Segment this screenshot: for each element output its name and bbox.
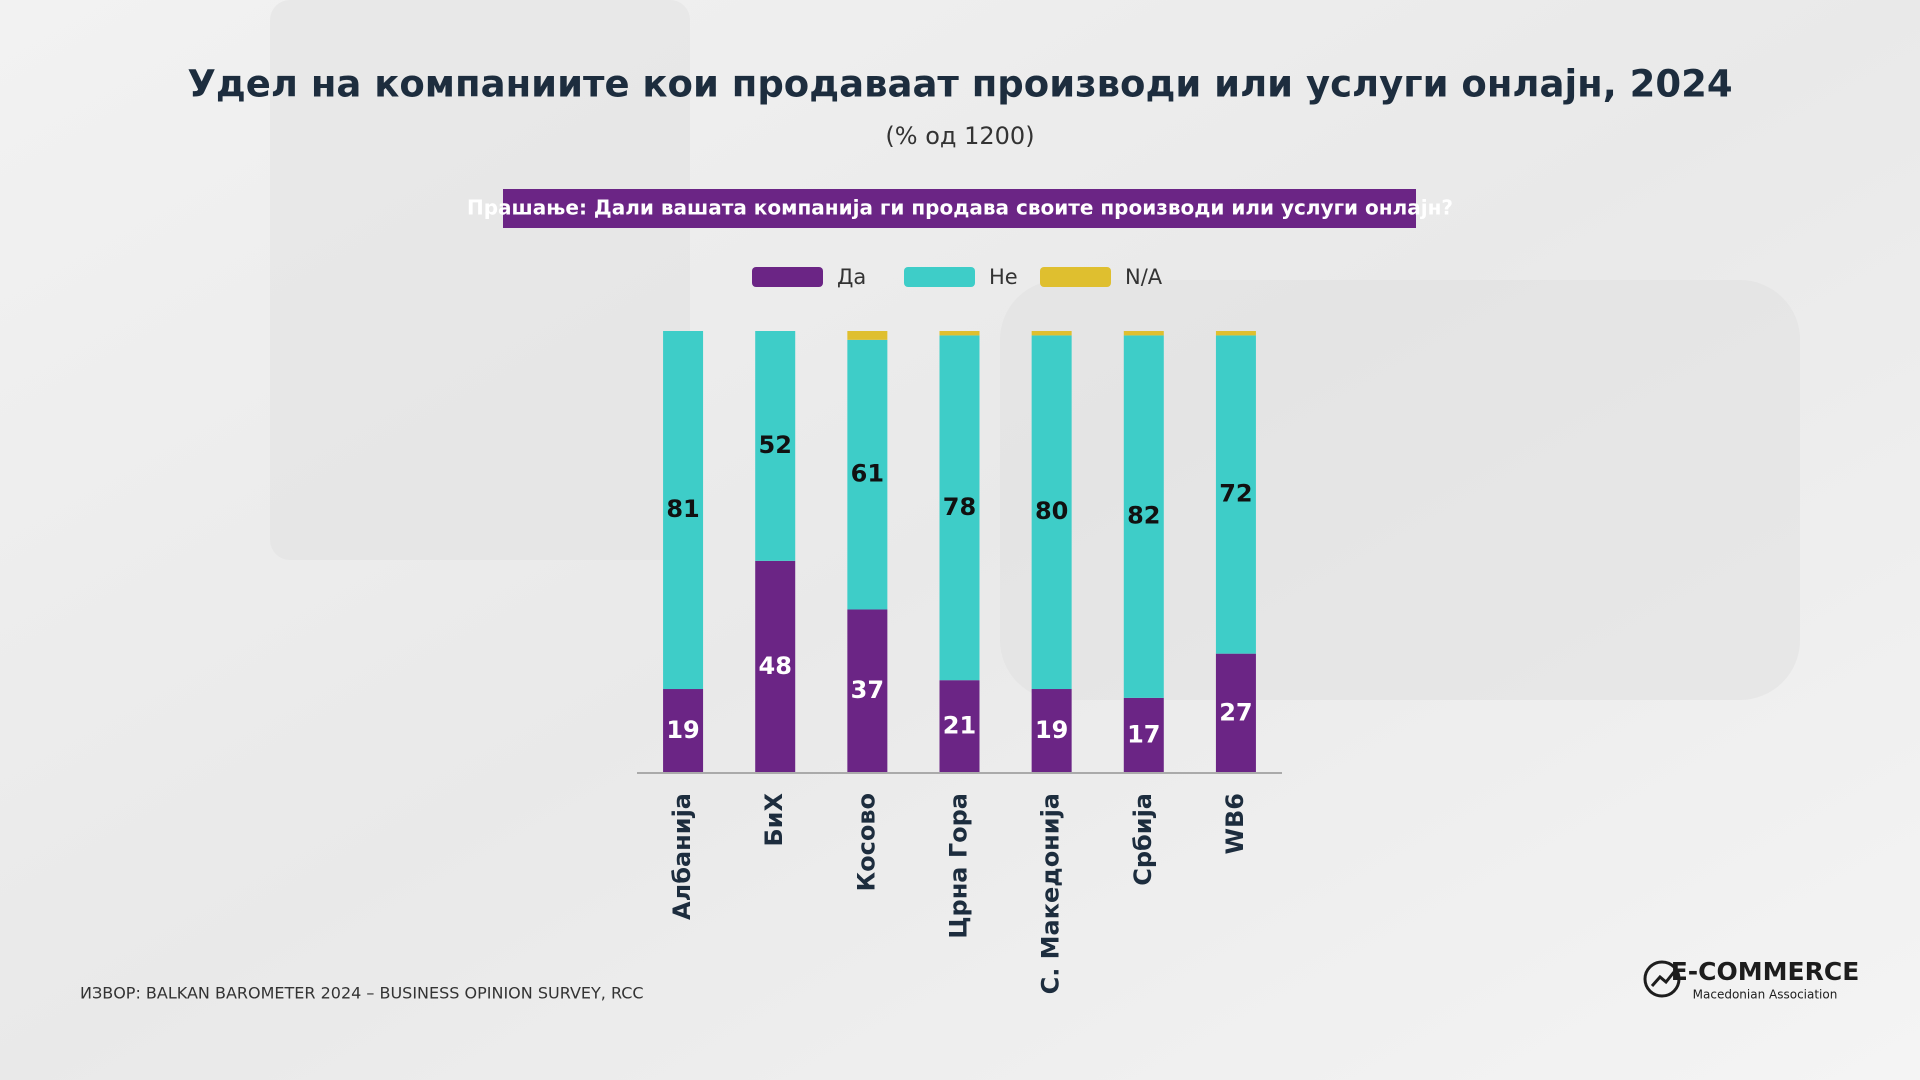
logo-icon — [1643, 960, 1681, 998]
legend-swatch — [752, 267, 823, 287]
legend-label: Не — [989, 265, 1018, 289]
bar-segment — [1215, 335, 1256, 654]
bar-segment — [755, 331, 796, 561]
background-shape — [1000, 280, 1800, 700]
bar-segment — [847, 331, 888, 340]
x-tick-label: С. Македонија — [1037, 793, 1065, 994]
logo-title: E-COMMERCE — [1671, 957, 1860, 986]
x-tick-label: Косово — [852, 793, 880, 892]
bar-segment — [1031, 335, 1072, 690]
x-tick-label: Црна Гора — [945, 793, 973, 939]
bar-segment — [1123, 697, 1164, 773]
data-label: 52 — [759, 431, 792, 459]
logo: E-COMMERCE Macedonian Association — [1643, 957, 1860, 1002]
bar-segment — [847, 339, 888, 610]
x-tick-label: Албанија — [668, 793, 696, 920]
data-label: 37 — [851, 676, 884, 704]
data-label: 81 — [666, 495, 699, 523]
data-label: 48 — [759, 652, 792, 680]
bar-segment — [1123, 331, 1164, 336]
bar-segment — [939, 331, 980, 336]
bar-segment — [1031, 689, 1072, 773]
background-shape — [270, 0, 690, 560]
x-tick-label: WB6 — [1221, 793, 1249, 854]
chart-title: Удел на компаниите кои продаваат произво… — [187, 63, 1732, 106]
bar-segment — [1215, 331, 1256, 336]
logo-icon — [1650, 971, 1676, 987]
x-tick-label: БиХ — [760, 793, 788, 847]
data-label: 17 — [1127, 720, 1160, 748]
logo-subtitle: Macedonian Association — [1693, 988, 1838, 1002]
data-label: 61 — [851, 460, 884, 488]
data-label: 19 — [666, 716, 699, 744]
bar-segment — [939, 680, 980, 773]
data-label: 21 — [943, 712, 976, 740]
data-label: 78 — [943, 493, 976, 521]
x-tick-label: Србија — [1129, 793, 1157, 886]
bar-segment — [663, 331, 704, 690]
bar-segment — [1031, 331, 1072, 336]
data-label: 27 — [1219, 698, 1252, 726]
legend-swatch — [904, 267, 975, 287]
legend-label: N/A — [1125, 265, 1163, 289]
data-label: 82 — [1127, 502, 1160, 530]
legend-label: Да — [837, 265, 866, 289]
data-label: 72 — [1219, 480, 1252, 508]
chart-subtitle: (% од 1200) — [885, 122, 1034, 150]
bar-segment — [663, 689, 704, 773]
bar-segment — [847, 609, 888, 773]
bar-segment — [1215, 653, 1256, 773]
question-box — [503, 189, 1416, 228]
source: ИЗВОР: BALKAN BAROMETER 2024 – BUSINESS … — [80, 984, 644, 1003]
data-label: 19 — [1035, 716, 1068, 744]
bar-segment — [1123, 335, 1164, 698]
data-label: 80 — [1035, 497, 1068, 525]
bar-segment — [755, 560, 796, 773]
question: Прашање: Дали вашата компанија ги продав… — [467, 196, 1453, 220]
bar-segment — [939, 335, 980, 681]
legend-swatch — [1040, 267, 1111, 287]
